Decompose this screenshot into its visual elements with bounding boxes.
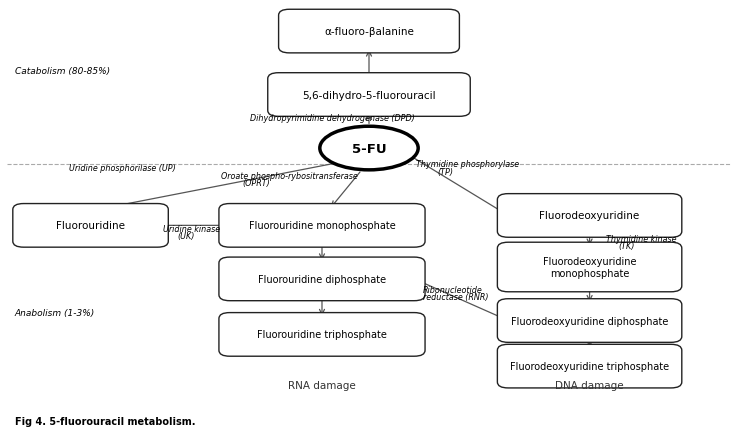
Text: (TK): (TK) bbox=[618, 241, 635, 250]
Text: Thymidine kinase: Thymidine kinase bbox=[606, 234, 677, 243]
Text: Fluorouridine monophosphate: Fluorouridine monophosphate bbox=[249, 221, 396, 231]
Ellipse shape bbox=[320, 127, 418, 170]
Text: 5,6-dihydro-5-fluorouracil: 5,6-dihydro-5-fluorouracil bbox=[302, 90, 436, 100]
Text: (OPRT): (OPRT) bbox=[242, 178, 270, 187]
FancyBboxPatch shape bbox=[279, 10, 459, 54]
Text: (TP): (TP) bbox=[438, 168, 454, 177]
FancyBboxPatch shape bbox=[497, 344, 682, 388]
Text: Fluorodeoxyuridine triphosphate: Fluorodeoxyuridine triphosphate bbox=[510, 361, 669, 371]
Text: DNA damage: DNA damage bbox=[555, 380, 624, 390]
Text: Fluorouridine: Fluorouridine bbox=[56, 221, 125, 231]
Text: Fluorouridine triphosphate: Fluorouridine triphosphate bbox=[257, 330, 387, 340]
Text: Oroate phospho-rybositransferase: Oroate phospho-rybositransferase bbox=[221, 171, 357, 180]
FancyBboxPatch shape bbox=[13, 204, 168, 248]
Text: Fig 4. 5-fluorouracil metabolism.: Fig 4. 5-fluorouracil metabolism. bbox=[15, 416, 195, 426]
Text: Uridine kinase: Uridine kinase bbox=[163, 224, 220, 233]
Text: RNA damage: RNA damage bbox=[288, 380, 356, 390]
Text: Fluorodeoxyuridine diphosphate: Fluorodeoxyuridine diphosphate bbox=[511, 316, 669, 326]
Text: Thymidine phosphorylase: Thymidine phosphorylase bbox=[416, 160, 519, 169]
FancyBboxPatch shape bbox=[497, 194, 682, 238]
FancyBboxPatch shape bbox=[268, 74, 470, 117]
Text: α-fluoro-βalanine: α-fluoro-βalanine bbox=[324, 27, 414, 37]
Text: Ribonucleotide: Ribonucleotide bbox=[424, 286, 483, 295]
FancyBboxPatch shape bbox=[497, 243, 682, 292]
Text: Dihydropyrimidine dehydrogenase (DPD): Dihydropyrimidine dehydrogenase (DPD) bbox=[249, 114, 415, 122]
Text: Fluorouridine diphosphate: Fluorouridine diphosphate bbox=[258, 274, 386, 284]
Text: Uridine phosphorilase (UP): Uridine phosphorilase (UP) bbox=[69, 163, 176, 172]
Text: Fluorodeoxyuridine: Fluorodeoxyuridine bbox=[539, 211, 640, 221]
Text: 5-FU: 5-FU bbox=[352, 142, 386, 155]
Text: (UK): (UK) bbox=[177, 232, 195, 241]
FancyBboxPatch shape bbox=[219, 313, 425, 356]
Text: Catabolism (80-85%): Catabolism (80-85%) bbox=[15, 67, 110, 76]
Text: Anabolism (1-3%): Anabolism (1-3%) bbox=[15, 308, 95, 317]
FancyBboxPatch shape bbox=[497, 299, 682, 343]
Text: Fluorodeoxyuridine
monophosphate: Fluorodeoxyuridine monophosphate bbox=[543, 257, 636, 278]
FancyBboxPatch shape bbox=[219, 258, 425, 301]
Text: reductase (RNR): reductase (RNR) bbox=[424, 292, 489, 301]
FancyBboxPatch shape bbox=[219, 204, 425, 248]
